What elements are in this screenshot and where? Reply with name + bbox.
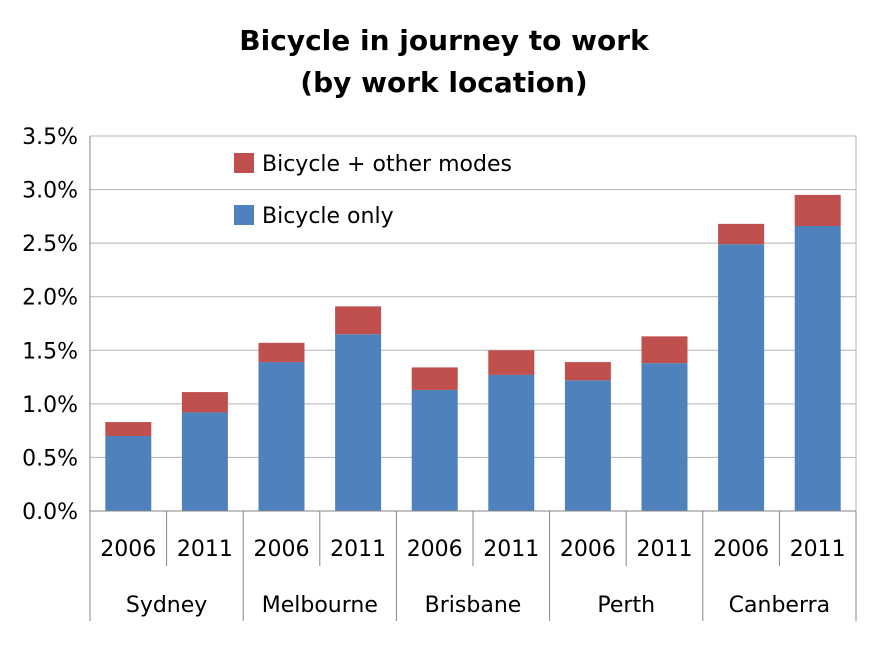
y-tick-label: 3.0% xyxy=(22,179,78,204)
y-tick-label: 1.5% xyxy=(22,339,78,364)
y-tick-label: 2.0% xyxy=(22,286,78,311)
x-axis: 2006 2011 2006 2011 2006 2011 2006 2011 2006 2011… xyxy=(89,510,857,621)
x-tick-label-year: 2011 xyxy=(637,537,693,562)
bar-bicycle-other-modes xyxy=(641,336,688,364)
chart-title-line-2: (by work location) xyxy=(300,66,587,99)
x-tick-label-year: 2006 xyxy=(254,537,310,562)
bar-bicycle-other-modes xyxy=(181,392,228,413)
chart-title: Bicycle in journey to work (by work loca… xyxy=(239,24,650,99)
x-group-label-city: Canberra xyxy=(729,593,830,618)
bar-bicycle-only xyxy=(718,244,765,511)
legend-swatch xyxy=(234,153,254,173)
bar-bicycle-only xyxy=(105,436,152,511)
x-tick-label-year: 2006 xyxy=(407,537,463,562)
x-group-label-city: Perth xyxy=(597,593,655,618)
x-tick-label-year: 2006 xyxy=(560,537,616,562)
bar-bicycle-other-modes xyxy=(335,306,382,335)
bar-bicycle-only xyxy=(488,374,535,511)
bar-bicycle-only xyxy=(794,226,841,511)
x-tick-label-year: 2006 xyxy=(100,537,156,562)
bar-bicycle-only xyxy=(641,363,688,511)
legend-swatch xyxy=(234,205,254,225)
bar-bicycle-only xyxy=(564,380,611,511)
x-tick-label-year: 2011 xyxy=(483,537,539,562)
bar-bicycle-other-modes xyxy=(258,342,305,363)
legend-label: Bicycle only xyxy=(262,204,394,229)
bar-bicycle-other-modes xyxy=(411,367,458,390)
bar-bicycle-only xyxy=(335,334,382,511)
x-tick-label-year: 2011 xyxy=(790,537,846,562)
bar-bicycle-other-modes xyxy=(718,223,765,245)
bar-bicycle-only xyxy=(181,412,228,511)
x-tick-label-year: 2006 xyxy=(713,537,769,562)
y-tick-label: 1.0% xyxy=(22,393,78,418)
x-tick-label-year: 2011 xyxy=(177,537,233,562)
x-group-label-city: Melbourne xyxy=(262,593,378,618)
x-group-label-city: Brisbane xyxy=(425,593,522,618)
x-tick-label-year: 2011 xyxy=(330,537,386,562)
legend: Bicycle + other modes Bicycle only xyxy=(234,152,512,229)
bar-bicycle-other-modes xyxy=(488,350,535,375)
bar-bicycle-only xyxy=(411,389,458,511)
y-tick-label: 0.0% xyxy=(22,500,78,525)
bar-bicycle-only xyxy=(258,362,305,511)
bar-bicycle-other-modes xyxy=(105,422,152,436)
legend-label: Bicycle + other modes xyxy=(262,152,512,177)
x-group-label-city: Sydney xyxy=(126,593,207,618)
y-tick-label: 3.5% xyxy=(22,125,78,150)
bar-bicycle-other-modes xyxy=(794,194,841,226)
y-tick-label: 0.5% xyxy=(22,446,78,471)
y-tick-label: 2.5% xyxy=(22,232,78,257)
y-axis-ticks: 0.0% 0.5% 1.0% 1.5% 2.0% 2.5% 3.0% 3.5% xyxy=(22,125,78,525)
chart-title-line-1: Bicycle in journey to work xyxy=(239,24,650,57)
bars xyxy=(105,194,841,511)
bar-bicycle-other-modes xyxy=(564,362,611,381)
